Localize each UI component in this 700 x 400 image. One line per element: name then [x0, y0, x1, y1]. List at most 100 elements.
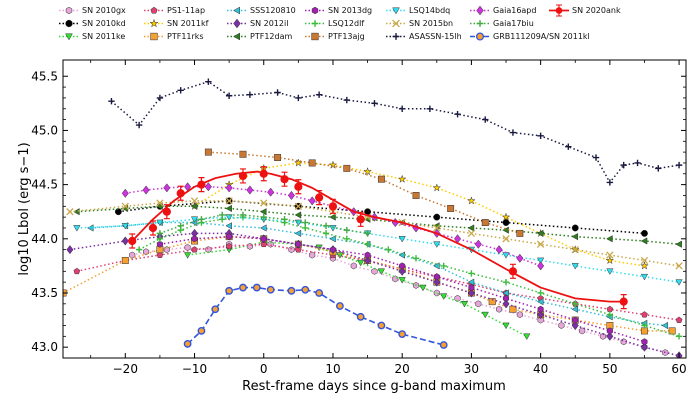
data-point	[239, 211, 247, 219]
data-point	[302, 219, 309, 226]
data-point	[675, 262, 683, 270]
legend-label: SN 2020ank	[572, 6, 621, 15]
data-point	[156, 230, 164, 237]
data-point	[536, 229, 544, 238]
data-point	[502, 278, 510, 286]
legend-label: LSQ14bdq	[409, 6, 451, 15]
data-point	[537, 257, 545, 265]
data-point	[412, 255, 420, 262]
data-point	[599, 332, 606, 340]
data-point	[343, 235, 351, 242]
data-point	[579, 327, 586, 335]
data-point	[197, 327, 206, 335]
data-point	[502, 322, 510, 330]
data-point	[398, 277, 406, 284]
data-point	[675, 161, 683, 169]
data-point	[328, 198, 338, 214]
data-point	[481, 311, 489, 319]
data-point	[308, 196, 316, 206]
legend-swatch	[59, 33, 79, 41]
data-point	[356, 211, 365, 227]
data-point	[121, 222, 129, 230]
data-point	[302, 224, 309, 232]
data-point	[668, 327, 676, 335]
data-point	[467, 224, 475, 232]
data-point	[426, 105, 434, 112]
data-point	[399, 262, 406, 270]
data-point	[288, 246, 295, 254]
data-point	[412, 192, 420, 199]
legend-label: SN 2010gx	[82, 6, 126, 15]
data-point	[294, 229, 302, 238]
legend-swatch	[227, 18, 247, 29]
data-point	[177, 87, 184, 94]
data-point	[156, 219, 164, 227]
legend-label: Gaia16apd	[493, 6, 537, 15]
data-point	[571, 224, 579, 232]
data-point	[356, 312, 365, 321]
data-point	[295, 246, 302, 253]
data-point	[343, 96, 351, 104]
data-point	[398, 105, 406, 112]
data-point	[329, 246, 336, 254]
x-tick-label: 0	[260, 362, 268, 376]
legend-swatch	[549, 4, 569, 17]
data-point	[121, 202, 129, 210]
series-line	[159, 235, 645, 343]
data-point	[537, 305, 544, 313]
series-line	[118, 200, 645, 235]
data-point	[565, 143, 572, 150]
data-point	[502, 219, 510, 226]
y-tick-label: 44.0	[31, 232, 58, 246]
data-point	[433, 224, 441, 232]
x-tick-label: 30	[464, 362, 479, 376]
legend-swatch	[59, 19, 79, 28]
data-point	[315, 289, 324, 297]
legend-label: SN 2013dg	[328, 6, 373, 15]
data-point	[502, 299, 510, 309]
data-point	[641, 338, 648, 346]
data-point	[433, 273, 440, 281]
legend-swatch	[144, 32, 164, 41]
data-point	[177, 222, 184, 229]
chart-legend: SN 2010gx SN 2010kd SN 2011ke PS1-11ap SN 20…	[58, 4, 698, 60]
legend-swatch	[386, 7, 406, 15]
data-point	[225, 92, 233, 99]
data-point	[605, 255, 615, 265]
data-point	[225, 183, 233, 193]
x-tick-label: −10	[182, 362, 207, 376]
data-point	[73, 208, 80, 216]
series-line	[76, 216, 680, 283]
data-point	[460, 301, 469, 308]
data-point	[440, 262, 447, 270]
data-point	[322, 222, 330, 229]
data-point	[121, 188, 129, 198]
legend-swatch	[227, 32, 247, 41]
x-tick-label: −20	[113, 362, 138, 376]
legend-label: SN 2015bn	[409, 19, 454, 28]
data-point	[482, 116, 489, 123]
data-point	[364, 251, 371, 259]
data-point	[190, 197, 199, 205]
y-axis-label: log10 Lbol (erg s−1)	[17, 142, 32, 275]
axis-layer: −20 −10 0 10 20 30 40 50 60 43.0 43.5 44.0 44.5 45.0 4…	[31, 60, 687, 376]
series-asassn-15lh	[108, 78, 683, 186]
data-point	[516, 311, 523, 319]
data-point	[468, 270, 475, 277]
series-ptf13ajg	[204, 148, 524, 237]
legend-label: SN 2011ke	[82, 32, 126, 41]
legend-label: SN 2010kd	[82, 19, 126, 28]
legend-label: SN 2011kf	[167, 19, 209, 28]
data-point	[572, 300, 579, 308]
x-axis-label: Rest-frame days since g-band maximum	[242, 379, 506, 394]
data-point	[225, 222, 232, 230]
data-point	[419, 284, 427, 292]
legend-swatch	[144, 6, 164, 14]
legend-label: Gaia17biu	[493, 19, 534, 28]
data-point	[204, 148, 212, 156]
data-point	[571, 233, 579, 241]
data-point	[114, 208, 122, 216]
data-point	[191, 235, 198, 243]
data-point	[183, 340, 192, 348]
y-tick-label: 43.0	[31, 340, 58, 354]
